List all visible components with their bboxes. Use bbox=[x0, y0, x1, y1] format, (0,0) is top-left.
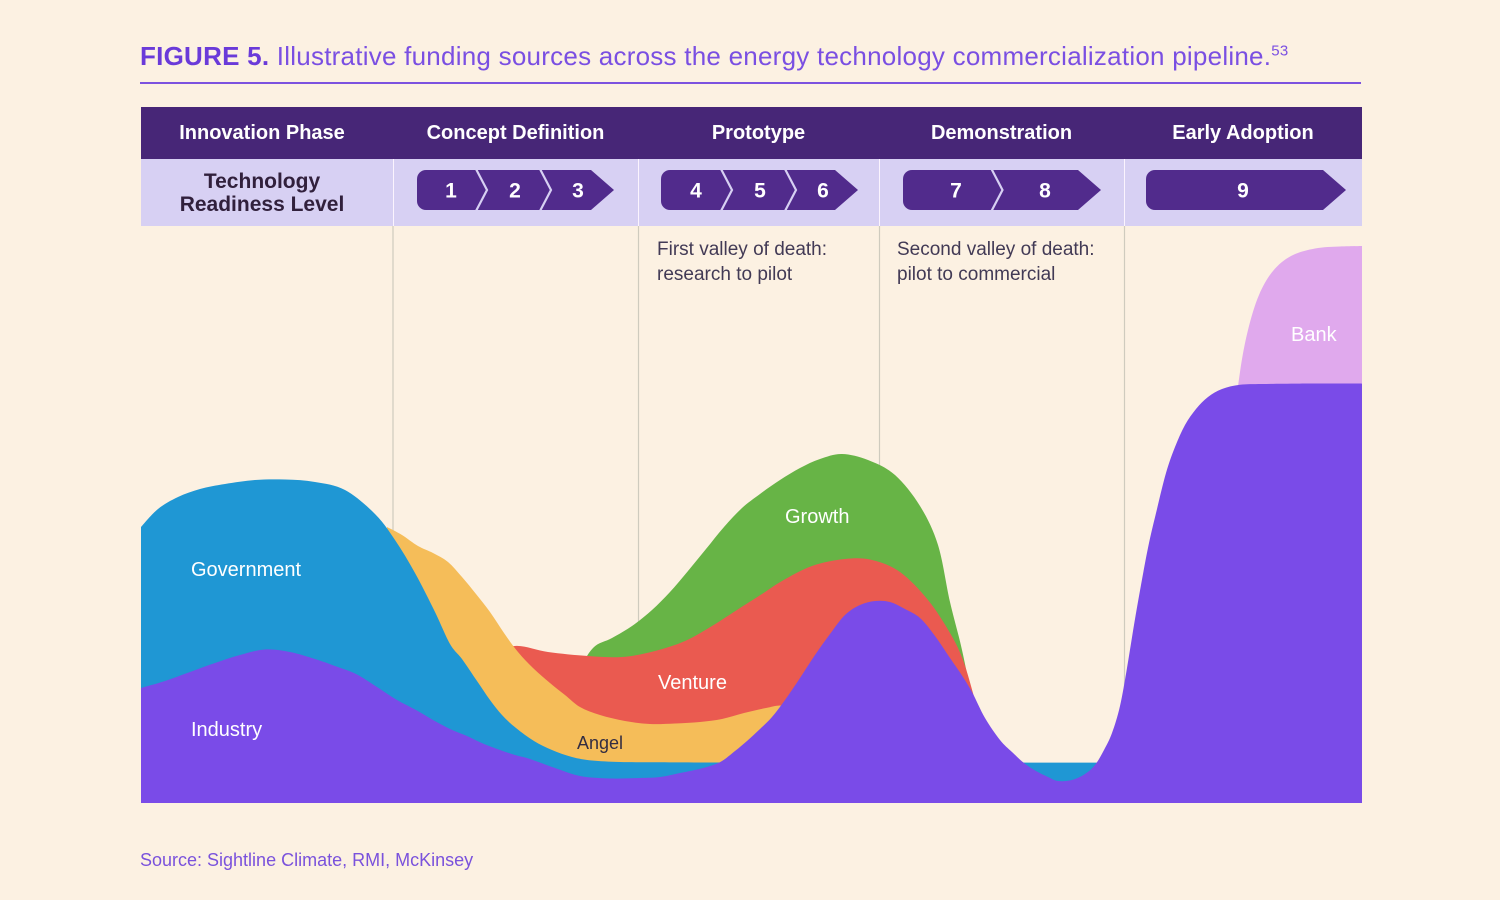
svg-text:Venture: Venture bbox=[658, 672, 727, 694]
svg-text:6: 6 bbox=[817, 180, 829, 203]
svg-text:Growth: Growth bbox=[785, 506, 849, 528]
svg-text:Industry: Industry bbox=[191, 719, 262, 741]
svg-text:3: 3 bbox=[572, 180, 584, 203]
svg-text:Government: Government bbox=[191, 559, 301, 581]
svg-text:5: 5 bbox=[754, 180, 766, 203]
svg-text:4: 4 bbox=[690, 180, 702, 203]
svg-text:8: 8 bbox=[1039, 180, 1051, 203]
svg-text:7: 7 bbox=[950, 180, 962, 203]
svg-text:1: 1 bbox=[445, 180, 457, 203]
svg-text:Bank: Bank bbox=[1291, 324, 1338, 346]
svg-text:9: 9 bbox=[1237, 180, 1249, 203]
svg-text:2: 2 bbox=[509, 180, 521, 203]
svg-text:Angel: Angel bbox=[577, 733, 623, 753]
